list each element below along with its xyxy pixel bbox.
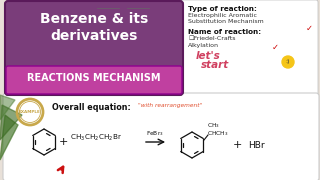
Text: CHCH$_3$: CHCH$_3$ xyxy=(207,130,228,138)
Text: let's: let's xyxy=(196,51,221,61)
Polygon shape xyxy=(0,115,18,160)
FancyBboxPatch shape xyxy=(6,66,182,94)
Polygon shape xyxy=(127,8,149,20)
Text: Name of reaction:: Name of reaction: xyxy=(188,29,261,35)
Text: CH$_3$CH$_2$CH$_2$Br: CH$_3$CH$_2$CH$_2$Br xyxy=(70,133,122,143)
Polygon shape xyxy=(97,8,119,20)
Text: start: start xyxy=(201,60,229,70)
Text: ✓: ✓ xyxy=(306,24,313,33)
Text: EXAMPLE: EXAMPLE xyxy=(19,110,41,114)
Text: HBr: HBr xyxy=(248,141,265,150)
Polygon shape xyxy=(0,105,22,140)
Text: FeBr$_3$: FeBr$_3$ xyxy=(146,129,164,138)
Text: Electrophilic Aromatic
Substitution Mechanism: Electrophilic Aromatic Substitution Mech… xyxy=(188,13,264,24)
Text: +: + xyxy=(58,137,68,147)
Polygon shape xyxy=(0,95,15,120)
FancyBboxPatch shape xyxy=(181,0,318,124)
FancyBboxPatch shape xyxy=(5,1,183,95)
Text: REACTIONS MECHANISM: REACTIONS MECHANISM xyxy=(27,73,161,83)
Text: "with rearrangement": "with rearrangement" xyxy=(138,103,202,108)
Text: :): :) xyxy=(286,58,290,64)
FancyBboxPatch shape xyxy=(3,93,319,180)
Text: ✓: ✓ xyxy=(272,43,279,52)
Text: ☐Friedel-Crafts
Alkylation: ☐Friedel-Crafts Alkylation xyxy=(188,36,236,48)
Text: +: + xyxy=(232,140,242,150)
Text: Benzene & its
derivatives: Benzene & its derivatives xyxy=(40,12,148,43)
Text: Overall equation:: Overall equation: xyxy=(52,103,131,112)
Text: CH$_3$: CH$_3$ xyxy=(207,122,220,130)
Text: Type of reaction:: Type of reaction: xyxy=(188,6,257,12)
Circle shape xyxy=(282,56,294,68)
